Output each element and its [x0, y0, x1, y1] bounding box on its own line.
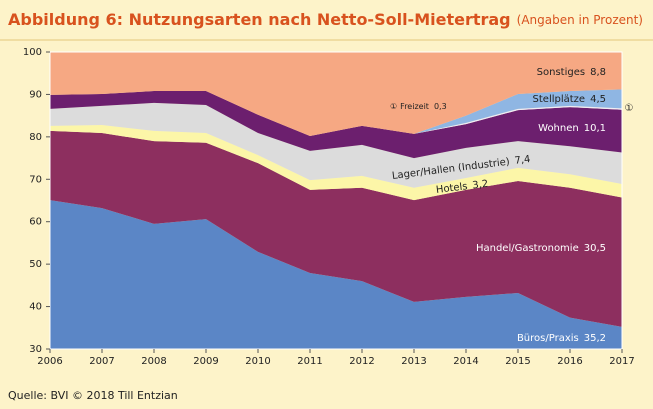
y-tick-label: 100: [23, 47, 42, 58]
x-tick-label: 2013: [401, 356, 426, 367]
x-tick-label: 2014: [453, 356, 478, 367]
series-name: Hotels: [435, 181, 468, 196]
x-tick-label: 2006: [37, 356, 62, 367]
series-name: Freizeit: [400, 102, 429, 111]
plot: [50, 52, 622, 349]
x-tick-label: 2009: [193, 356, 218, 367]
series-name: Sonstiges: [537, 67, 585, 78]
title: Abbildung 6: Nutzungsarten nach Netto-So…: [8, 10, 511, 29]
value-label: 10,1: [584, 123, 606, 134]
area: [50, 200, 622, 349]
value-label: 3,2: [472, 179, 489, 192]
note-marker: ①: [625, 103, 634, 114]
series-label: Stellplätze 4,5: [533, 94, 606, 105]
y-tick-label: 60: [29, 217, 42, 228]
series-label: Handel/Gastronomie 30,5: [476, 243, 606, 254]
x-tick-label: 2017: [609, 356, 634, 367]
series-label: Büros/Praxis 35,2: [517, 333, 606, 344]
series-label: Sonstiges 8,8: [537, 67, 606, 78]
area: [50, 91, 622, 159]
value-label: 8,8: [590, 67, 606, 78]
x-tick-label: 2008: [141, 356, 166, 367]
area: [50, 102, 622, 188]
plot-frame: [49, 51, 623, 350]
value-label: 4,5: [590, 94, 606, 105]
x-tick-label: 2011: [297, 356, 322, 367]
value-label: 30,5: [584, 243, 606, 254]
x-tick-label: 2010: [245, 356, 270, 367]
value-label: 0,3: [434, 102, 447, 111]
note-marker: ①: [390, 102, 397, 111]
series-label: Wohnen 10,1: [538, 123, 606, 134]
x-tick-label: 2007: [89, 356, 114, 367]
source: Quelle: BVI © 2018 Till Entzian: [8, 389, 178, 402]
series-name: Wohnen: [538, 123, 579, 134]
x-tick-label: 2016: [557, 356, 582, 367]
area: [50, 124, 622, 201]
y-tick-label: 30: [29, 344, 42, 355]
series-label: Hotels 3,2: [435, 179, 489, 196]
series-name: Stellplätze: [533, 94, 586, 105]
y-tick-label: 90: [29, 89, 42, 100]
area: [50, 52, 622, 137]
area: [50, 130, 622, 327]
chart-title: Abbildung 6: Nutzungsarten nach Netto-So…: [8, 10, 643, 29]
series-name: Handel/Gastronomie: [476, 243, 579, 254]
y-tick-label: 50: [29, 259, 42, 270]
y-tick-label: 70: [29, 174, 42, 185]
value-label: 7,4: [514, 154, 531, 167]
y-tick-label: 80: [29, 132, 42, 143]
x-tick-label: 2012: [349, 356, 374, 367]
area: [50, 89, 622, 137]
subtitle: (Angaben in Prozent): [517, 13, 643, 27]
series-label: ① Freizeit 0,3: [390, 102, 447, 111]
x-tick-label: 2015: [505, 356, 530, 367]
series-name: Büros/Praxis: [517, 333, 579, 344]
y-tick-label: 40: [29, 302, 42, 313]
value-label: 35,2: [584, 333, 606, 344]
